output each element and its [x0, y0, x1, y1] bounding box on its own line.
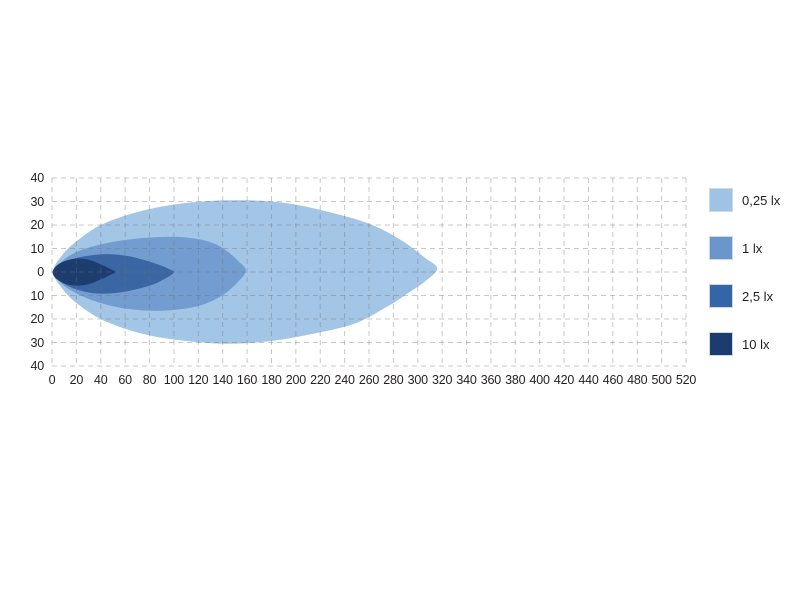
- x-tick-label: 0: [48, 373, 56, 387]
- x-tick-label: 460: [602, 373, 623, 387]
- x-tick-label: 100: [163, 373, 185, 387]
- x-tick-label: 20: [69, 373, 84, 387]
- x-tick-label: 440: [578, 373, 599, 387]
- y-tick-label: 40: [30, 171, 44, 185]
- legend-label: 0,25 lx: [742, 192, 781, 208]
- legend: 0,25 lx 1 lx 2,5 lx 10 lx: [709, 188, 799, 380]
- x-tick-label: 140: [212, 373, 233, 387]
- x-tick-label: 80: [142, 373, 157, 387]
- x-tick-label: 320: [432, 373, 453, 387]
- x-tick-label: 40: [94, 373, 108, 387]
- x-tick-label: 340: [456, 373, 477, 387]
- x-tick-label: 520: [675, 373, 697, 387]
- x-tick-label: 240: [334, 373, 355, 387]
- legend-swatch-1lx: [709, 236, 733, 260]
- x-tick-label: 360: [480, 373, 502, 387]
- legend-swatch-0-25lx: [709, 188, 733, 212]
- y-tick-label: 10: [30, 241, 44, 256]
- legend-label: 10 lx: [742, 336, 770, 352]
- x-tick-label: 400: [529, 373, 550, 387]
- x-tick-label: 180: [261, 373, 282, 387]
- x-tick-label: 160: [236, 373, 258, 387]
- x-tick-label: 420: [553, 373, 575, 387]
- y-tick-label: 20: [30, 312, 44, 326]
- y-tick-label: 30: [30, 335, 44, 350]
- contour-10-lx: [52, 258, 116, 286]
- x-tick-label: 380: [505, 373, 526, 387]
- x-tick-label: 280: [383, 373, 404, 387]
- x-tick-label: 60: [118, 373, 132, 387]
- isolux-contours: [52, 200, 438, 344]
- y-tick-label: 40: [30, 359, 44, 373]
- x-tick-label: 220: [310, 373, 331, 387]
- gridlines: [51, 177, 687, 367]
- x-tick-label: 480: [627, 373, 648, 387]
- y-tick-label: 10: [30, 288, 44, 303]
- x-tick-label: 500: [651, 373, 672, 387]
- y-tick-label: 30: [30, 194, 44, 209]
- legend-item: 1 lx: [709, 236, 799, 260]
- legend-item: 10 lx: [709, 332, 799, 356]
- legend-label: 1 lx: [742, 240, 763, 256]
- y-tick-label: 20: [30, 218, 44, 232]
- x-tick-label: 260: [358, 373, 380, 387]
- x-tick-label: 120: [188, 373, 209, 387]
- legend-item: 2,5 lx: [709, 284, 799, 308]
- y-tick-label: 0: [37, 265, 44, 279]
- x-tick-label: 200: [285, 373, 306, 387]
- legend-swatch-10lx: [709, 332, 733, 356]
- legend-label: 2,5 lx: [742, 288, 774, 304]
- legend-swatch-2-5lx: [709, 284, 733, 308]
- x-tick-label: 300: [407, 373, 428, 387]
- legend-item: 0,25 lx: [709, 188, 799, 212]
